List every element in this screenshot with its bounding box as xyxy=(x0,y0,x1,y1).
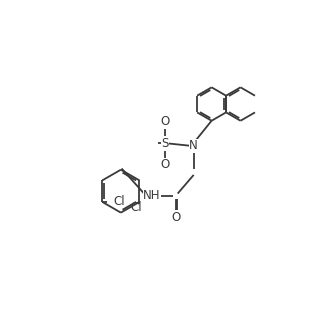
Text: Cl: Cl xyxy=(130,202,142,215)
Text: NH: NH xyxy=(143,189,161,202)
Text: O: O xyxy=(161,115,170,128)
Text: O: O xyxy=(161,158,170,171)
Text: Cl: Cl xyxy=(113,195,125,208)
Text: O: O xyxy=(171,211,180,224)
Text: S: S xyxy=(161,137,169,150)
Text: N: N xyxy=(189,139,198,152)
